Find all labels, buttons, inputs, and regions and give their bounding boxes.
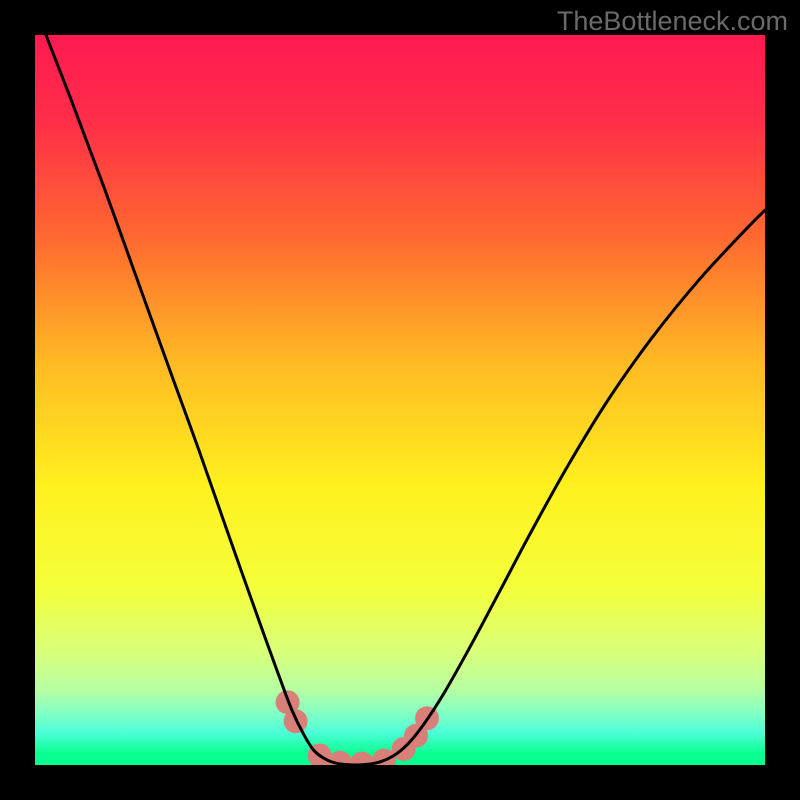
gradient-background [35, 35, 765, 765]
plot-svg [35, 35, 765, 765]
plot-area [35, 35, 765, 765]
watermark-text: TheBottleneck.com [557, 6, 788, 37]
